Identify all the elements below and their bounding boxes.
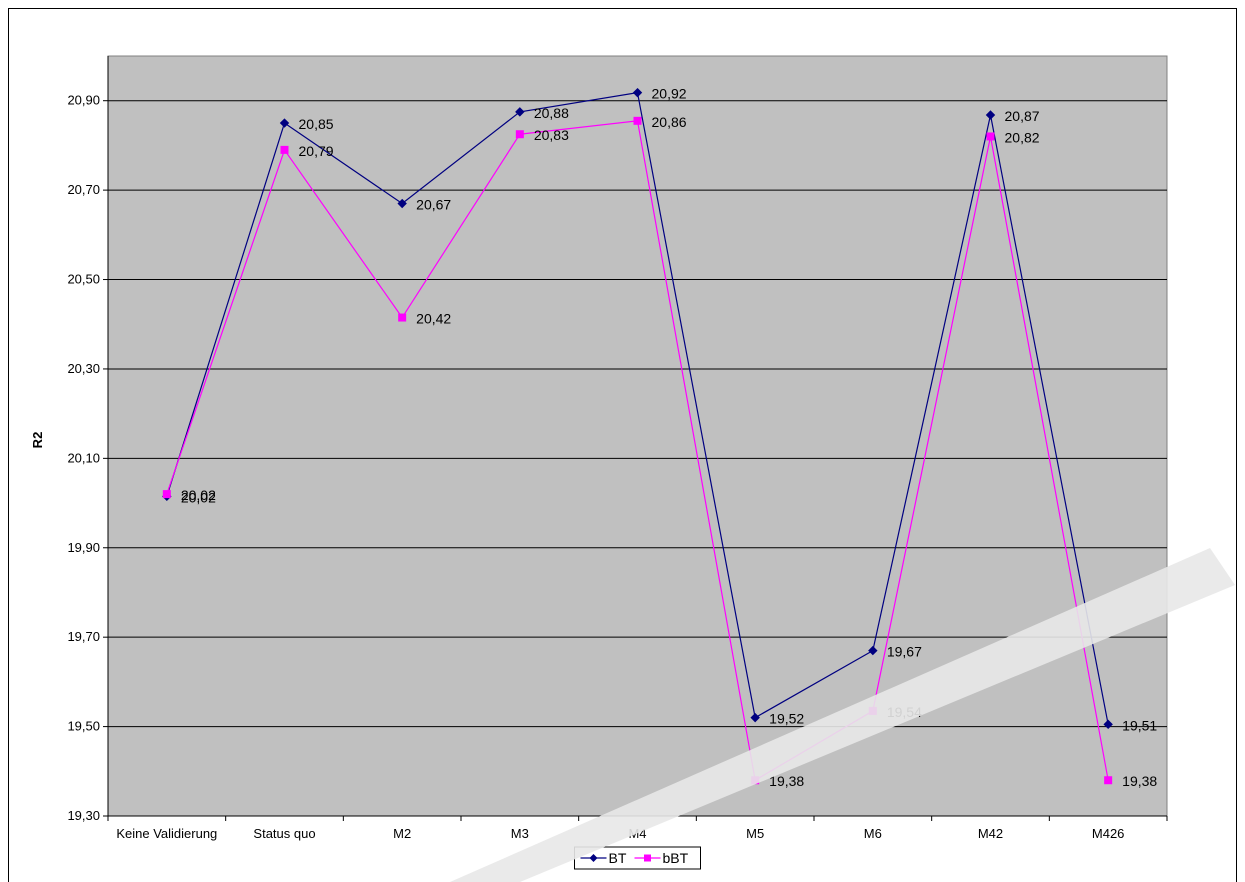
data-label-bbt: 19,54 (887, 704, 922, 720)
chart-frame: 19,30 19,50 19,70 19,90 20,10 20,30 20,50 20,70… (8, 8, 1237, 882)
data-label-bt: 19,52 (769, 711, 804, 727)
data-label-bbt: 20,82 (1005, 129, 1040, 145)
x-tick-label: M6 (864, 826, 882, 841)
legend-label-bbt: bBT (663, 850, 689, 866)
legend-marker-bbt (644, 854, 651, 862)
y-tick-label: 20,70 (67, 182, 100, 197)
data-point-bt (985, 110, 996, 120)
data-label-bbt: 20,79 (299, 143, 334, 159)
y-tick-label: 20,10 (67, 450, 100, 465)
y-tick-label: 20,50 (67, 272, 100, 287)
x-tick-label: Status quo (253, 826, 315, 841)
legend: BT bBT (574, 846, 701, 870)
x-tick-label: M42 (978, 826, 1003, 841)
data-point-bbt (868, 706, 877, 715)
data-label-bt: 20,87 (1005, 108, 1040, 124)
data-label-bbt: 20,42 (416, 311, 451, 327)
x-tick-label: M426 (1092, 826, 1125, 841)
y-tick-label: 20,30 (67, 361, 100, 376)
legend-label-bt: BT (609, 850, 627, 866)
gridlines (108, 100, 1167, 728)
data-point-bbt (986, 132, 995, 141)
y-tick-label: 19,70 (67, 629, 100, 644)
data-point-bt (397, 198, 407, 209)
data-label-bbt: 20,86 (652, 114, 687, 130)
data-point-bt (632, 87, 643, 98)
x-tick-label: M5 (746, 826, 764, 841)
y-tick-label: 19,90 (67, 540, 100, 555)
data-label-bt: 19,67 (887, 644, 922, 660)
data-label-bbt: 20,02 (181, 487, 216, 503)
y-tick-label: 20,90 (67, 93, 100, 108)
data-label-bt: 20,92 (652, 86, 687, 102)
data-point-bbt (398, 313, 407, 322)
data-point-bbt (515, 130, 524, 139)
x-tick-label: Keine Validierung (116, 826, 217, 841)
y-tick-label: 19,50 (67, 719, 100, 734)
data-label-bbt: 19,38 (769, 773, 804, 789)
data-point-bbt (1104, 776, 1113, 785)
data-point-bbt (280, 145, 289, 154)
data-label-bbt: 19,38 (1122, 773, 1157, 789)
line-chart: 19,30 19,50 19,70 19,90 20,10 20,30 20,50 20,70… (30, 55, 1168, 870)
plot-area (107, 55, 1168, 817)
x-tick-label: M3 (511, 826, 529, 841)
data-point-bt (515, 107, 525, 117)
x-tick-label: M4 (628, 826, 646, 841)
data-label-bbt: 20,83 (534, 127, 569, 143)
data-point-bbt (751, 776, 760, 785)
data-label-bt: 20,02 (181, 489, 216, 505)
data-label-bt: 20,67 (416, 197, 451, 213)
data-point-bbt (633, 116, 642, 125)
y-tick-label: 19,30 (67, 808, 100, 823)
data-point-bbt (162, 490, 171, 499)
data-label-bt: 19,51 (1122, 717, 1157, 733)
data-point-bt (279, 118, 290, 128)
x-tick-label: M2 (393, 826, 411, 841)
y-axis-title: R2 (30, 432, 45, 449)
data-label-bt: 20,85 (299, 116, 334, 132)
data-label-bt: 20,88 (534, 105, 569, 121)
